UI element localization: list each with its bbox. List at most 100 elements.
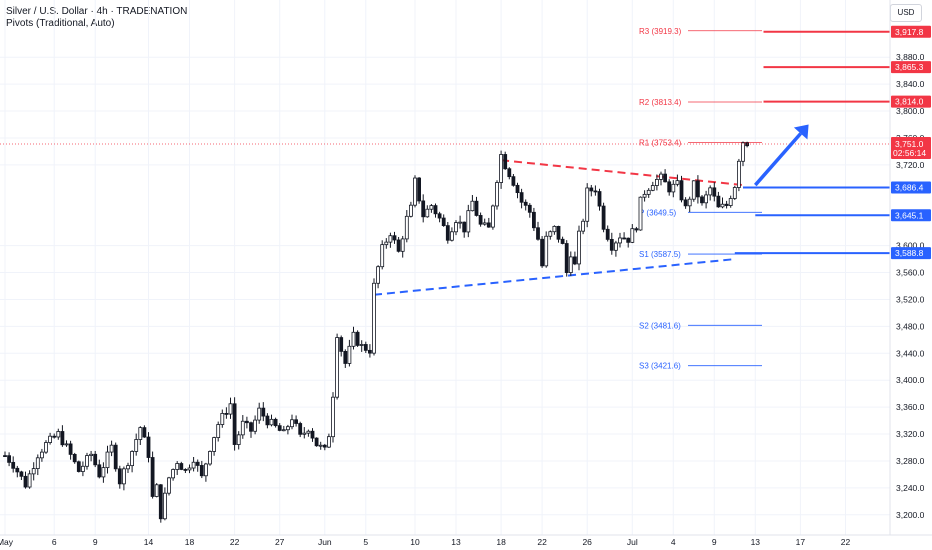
candle	[700, 194, 704, 206]
indicator-label[interactable]: Pivots (Traditional, Auto)	[6, 18, 115, 29]
candle	[687, 196, 692, 213]
candle	[691, 180, 696, 202]
candle-body	[277, 425, 282, 431]
candle	[552, 225, 557, 235]
price-tick-label: 3,800.0	[896, 106, 925, 116]
candle	[618, 232, 622, 248]
candles	[0, 141, 890, 523]
candle	[208, 450, 212, 466]
candle-body	[687, 198, 692, 207]
candle	[388, 232, 393, 248]
candle	[622, 232, 626, 240]
candle	[89, 450, 93, 462]
candle-body	[589, 187, 594, 192]
candle	[482, 218, 487, 226]
price-tick-label: 3,880.0	[896, 52, 925, 62]
candle	[605, 225, 610, 242]
candle-body	[109, 444, 114, 453]
candle-body	[593, 190, 598, 193]
candle-body	[60, 431, 65, 446]
candle	[203, 462, 208, 482]
candle-body	[158, 484, 163, 520]
candle-body	[536, 227, 540, 240]
candle	[199, 460, 204, 479]
candle-body	[437, 213, 442, 219]
candle	[544, 231, 549, 268]
candle-body	[35, 457, 40, 469]
candle-body	[585, 187, 590, 222]
candle-body	[646, 189, 651, 195]
candle	[183, 468, 188, 474]
candle	[298, 421, 303, 438]
candle-body	[728, 198, 733, 206]
candle-body	[691, 180, 696, 200]
horizontal-levels[interactable]	[734, 30, 890, 255]
candle	[48, 432, 52, 445]
candle-body	[171, 469, 176, 479]
candle-body	[302, 432, 307, 435]
candle-body	[244, 420, 249, 424]
candle	[655, 174, 659, 191]
time-tick-label: 4	[671, 537, 676, 547]
candle-body	[3, 455, 7, 457]
time-axis[interactable]: May 6 9 14 18 22 27 Jun 5 10 13 18 22 26 Jul 4 9 13 17 22	[0, 537, 850, 547]
candle-body	[195, 461, 200, 466]
candle-body	[40, 451, 44, 459]
candle-body	[376, 266, 381, 284]
candle-body	[650, 185, 655, 191]
candle	[384, 238, 389, 249]
candle	[158, 483, 163, 523]
candle	[23, 471, 28, 489]
candle-body	[146, 436, 151, 458]
candle	[331, 392, 335, 443]
trendlines[interactable]	[373, 159, 744, 296]
candle-body	[269, 418, 274, 426]
candle-body	[614, 242, 618, 251]
candle-body	[552, 225, 557, 233]
candle-body	[404, 215, 409, 240]
forecast-arrow[interactable]	[753, 124, 809, 187]
price-tag-bg	[891, 61, 931, 74]
candle	[564, 240, 569, 277]
candle	[265, 413, 270, 429]
candle	[171, 468, 176, 481]
time-tick-label: 13	[751, 537, 761, 547]
candle-body	[642, 193, 647, 198]
candle-body	[601, 205, 606, 230]
time-tick-label: May	[0, 537, 14, 547]
candle	[44, 440, 48, 454]
candle	[646, 188, 651, 198]
candle	[109, 440, 114, 457]
candle	[445, 221, 450, 244]
candle	[486, 217, 491, 228]
candle-body	[712, 187, 717, 197]
candle-body	[716, 195, 721, 208]
candle	[138, 426, 143, 445]
candle-body	[413, 177, 417, 206]
price-axis[interactable]: 3,200.0 3,240.0 3,280.0 3,320.0 3,360.0 3,400…	[896, 52, 925, 520]
price-tick-label: 3,240.0	[896, 483, 925, 493]
candle	[351, 326, 356, 350]
current-price-bg	[891, 137, 931, 160]
candle	[437, 211, 442, 223]
candle	[290, 414, 294, 430]
candle	[236, 431, 241, 450]
candle	[679, 175, 684, 203]
price-tick-label: 3,600.0	[896, 241, 925, 251]
candle-body	[724, 203, 729, 206]
price-tick-label: 3,360.0	[896, 402, 925, 412]
candle-body	[294, 419, 299, 424]
candle-body	[417, 177, 422, 202]
candle-body	[191, 461, 196, 469]
candle	[490, 204, 495, 230]
candle	[704, 190, 708, 209]
candle	[249, 421, 253, 438]
candle	[273, 417, 278, 428]
candle-body	[105, 451, 110, 469]
candle	[741, 141, 745, 167]
candle-body	[388, 235, 393, 243]
candle-body	[708, 187, 713, 196]
candle-body	[704, 194, 708, 204]
candle-body	[224, 413, 229, 415]
